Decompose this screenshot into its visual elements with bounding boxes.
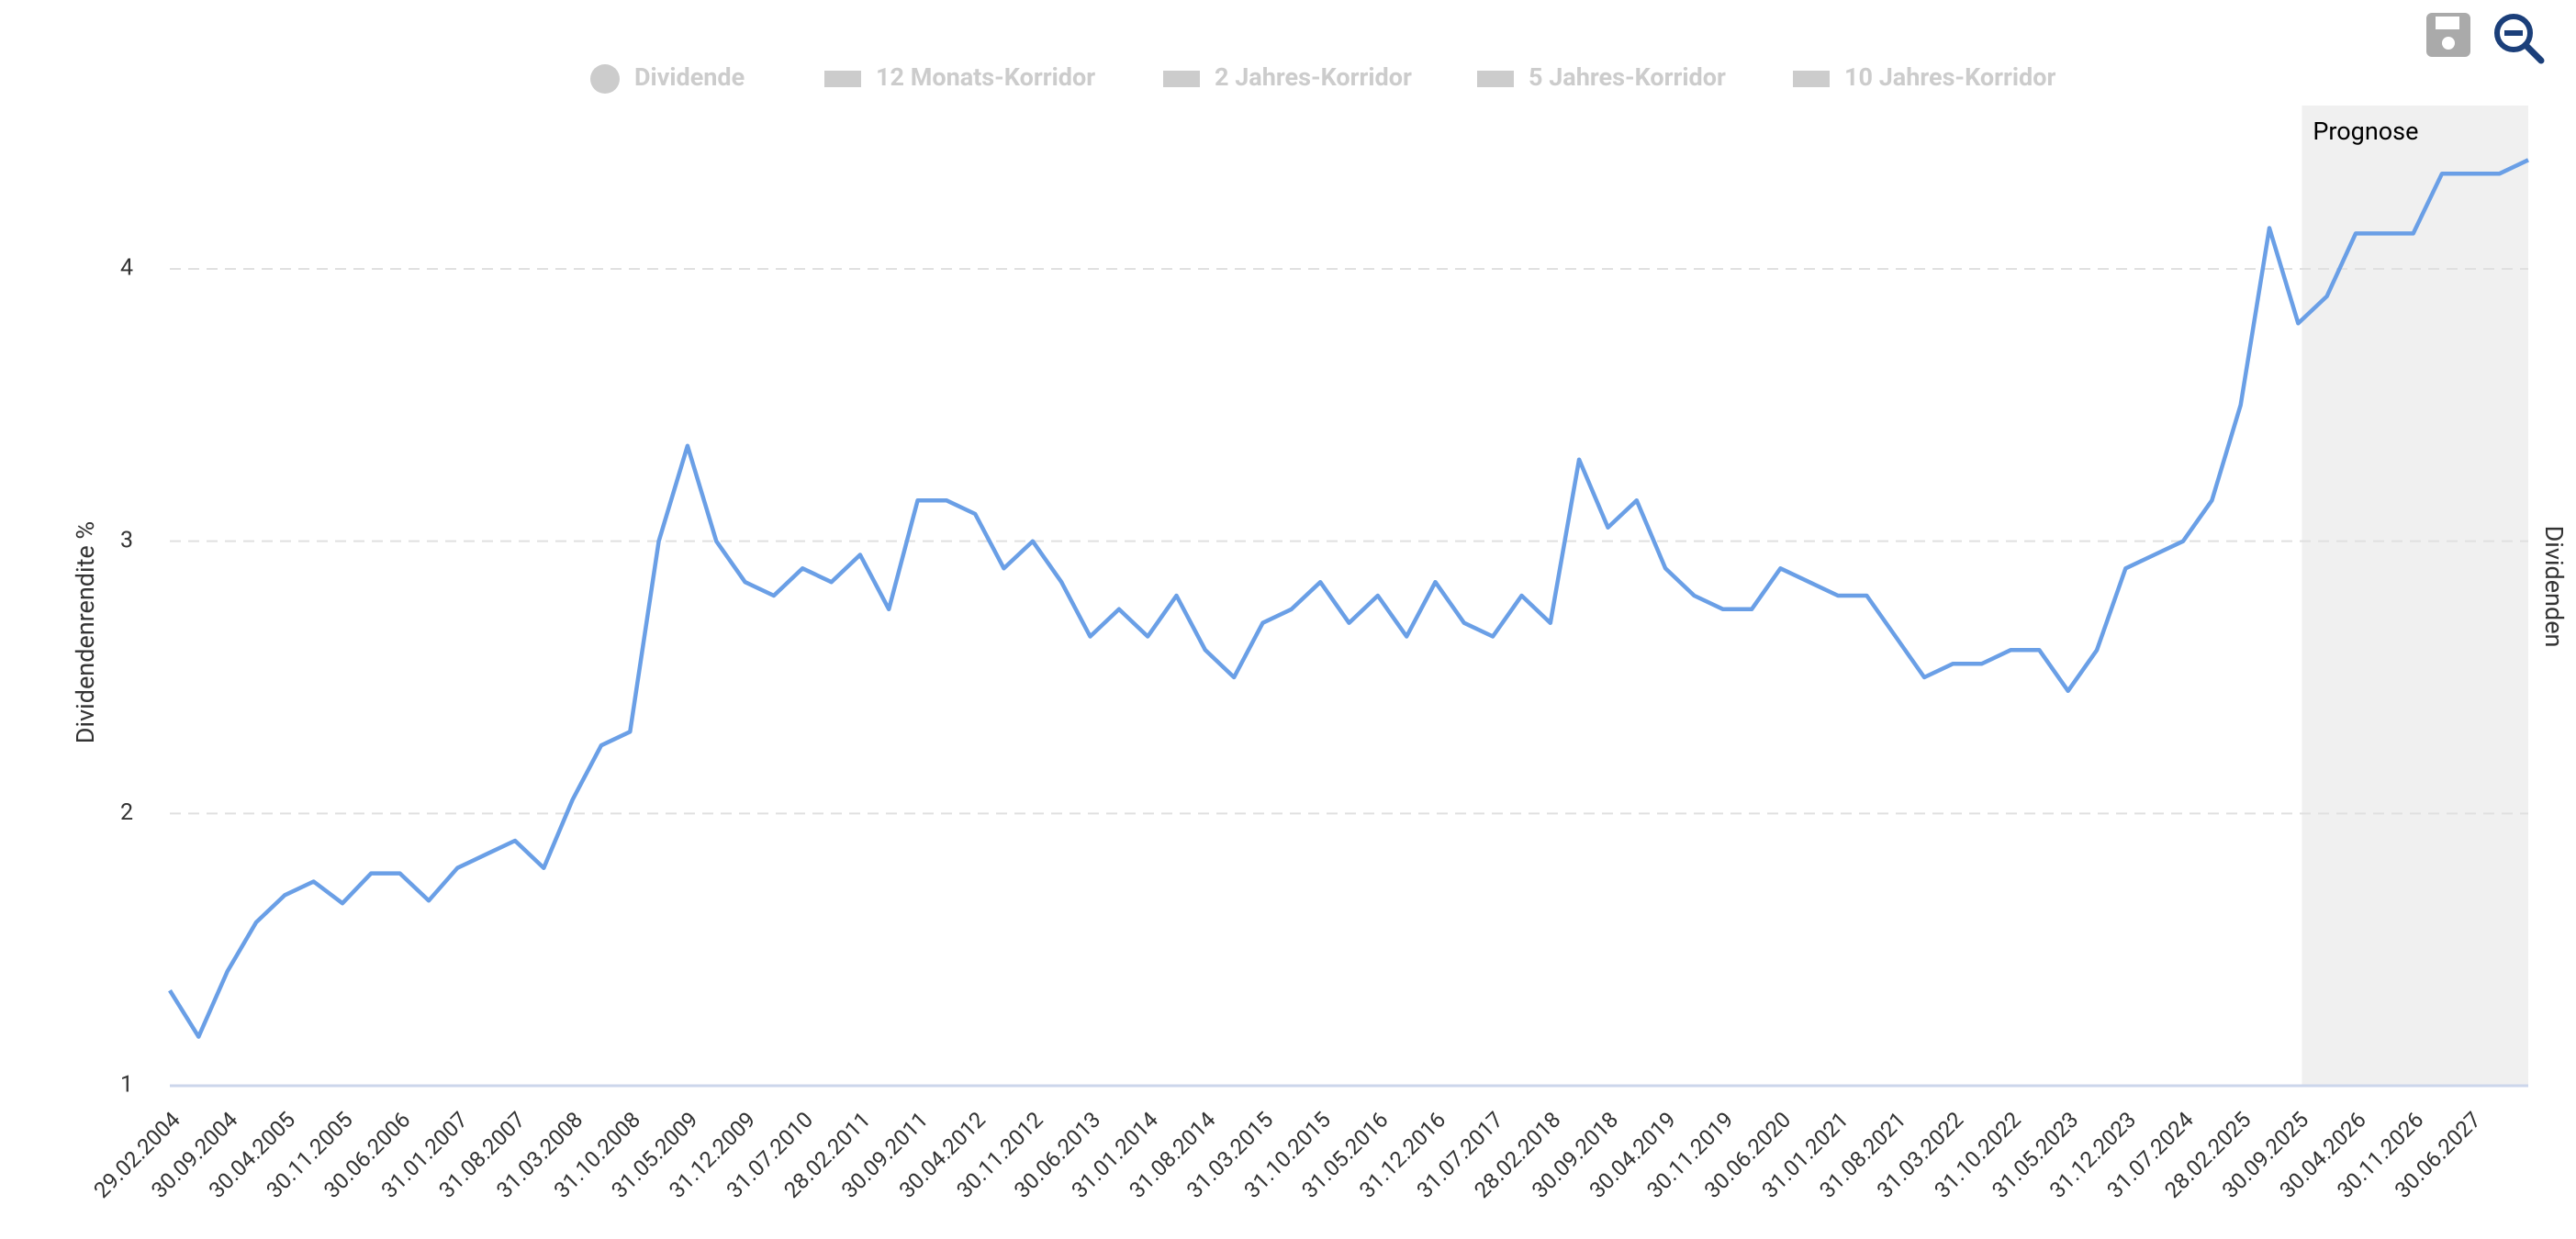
legend-item[interactable]: 10 Jahres-Korridor	[1793, 62, 2055, 92]
legend-label: Dividende	[634, 62, 745, 92]
y-tick-label: 2	[120, 799, 133, 826]
save-icon[interactable]	[2426, 13, 2470, 57]
legend-symbol	[1163, 71, 1200, 87]
legend-label: 2 Jahres-Korridor	[1215, 62, 1412, 92]
y-tick-label: 4	[120, 255, 133, 282]
legend-item[interactable]: 2 Jahres-Korridor	[1163, 62, 1412, 92]
legend-symbol	[824, 71, 861, 87]
legend-item[interactable]: Dividende	[590, 62, 745, 94]
legend-symbol	[1793, 71, 1830, 87]
y-tick-label: 3	[120, 527, 133, 553]
data-line	[168, 158, 2529, 1039]
legend-item[interactable]: 12 Monats-Korridor	[824, 62, 1095, 92]
forecast-label: Prognose	[2313, 117, 2418, 146]
legend-symbol	[1477, 71, 1514, 87]
legend-symbol	[590, 64, 620, 94]
y-axis-title: Dividendenrendite %	[71, 521, 100, 743]
zoom-out-icon[interactable]	[2494, 14, 2545, 64]
forecast-region	[2302, 106, 2528, 1086]
y2-axis-title: Dividenden	[2539, 526, 2569, 648]
legend-label: 12 Monats-Korridor	[876, 62, 1095, 92]
legend-label: 5 Jahres-Korridor	[1529, 62, 1726, 92]
legend-label: 10 Jahres-Korridor	[1844, 62, 2055, 92]
y-tick-label: 1	[120, 1072, 133, 1099]
legend-item[interactable]: 5 Jahres-Korridor	[1477, 62, 1726, 92]
